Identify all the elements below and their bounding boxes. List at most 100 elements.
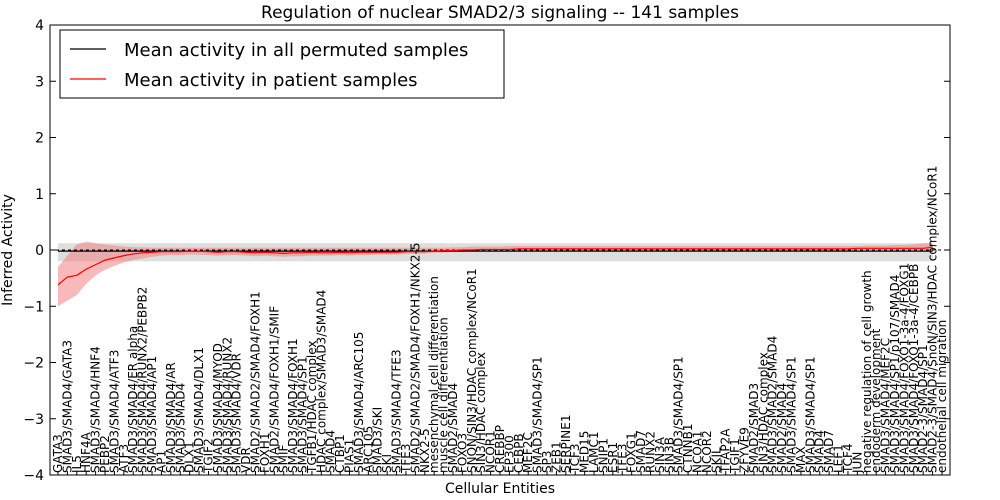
- x-category-label: ARC105: [361, 426, 375, 473]
- x-category-label: RUNX2: [643, 431, 657, 473]
- x-category-label: SKIL: [709, 447, 723, 473]
- x-category-label: SMAD3/SMAD4/FOXO1-3a-4/FOXG1: [897, 263, 911, 473]
- x-category-label: SMAD3/SMAD4/SP1/p107/SMAD4: [888, 275, 902, 473]
- x-category-label: ATF3: [117, 444, 131, 473]
- x-category-label: SIN3/HDAC complex: [474, 352, 488, 473]
- line-group: [57, 246, 933, 286]
- x-category-label: SMAD3/SMAD4/DLX1: [192, 347, 206, 473]
- y-tick-label: 0: [35, 243, 44, 259]
- x-category-label: endothelial cell migration: [935, 320, 949, 473]
- x-category-label: MED15: [578, 431, 592, 473]
- x-category-label: SMAD4: [324, 430, 338, 473]
- x-category-label: NCOR2: [700, 430, 714, 473]
- x-category-label: SMAD3/SMAD4/SP1: [803, 356, 817, 473]
- x-category-label: SERPINE1: [559, 414, 573, 473]
- x-category-label: DLX1: [183, 441, 197, 473]
- y-tick-label: −3: [23, 412, 44, 428]
- x-category-label: SMAD3/SMAD4: [173, 383, 187, 473]
- x-category-label: SMAD3/SMAD4/ARC105: [352, 332, 366, 473]
- x-category-label: LAMC1: [587, 431, 601, 473]
- chart-title: Regulation of nuclear SMAD2/3 signaling …: [261, 3, 739, 23]
- x-category-label: ZFYVE9: [738, 427, 752, 473]
- x-category-label: muscle cell differentiation: [437, 317, 451, 473]
- x-category-label: CREBBP: [493, 425, 507, 473]
- x-category-label: ESR1: [606, 442, 620, 473]
- x-category-label: SMAD3/SMAD4/SP1: [785, 356, 799, 473]
- x-category-label: TGIF2: [201, 438, 215, 474]
- legend-frame: [59, 29, 505, 99]
- x-category-label: SMAD3/SMAD4/ATF3: [107, 350, 121, 473]
- x-category-label: SMAD2-3/SMAD4/SP1: [916, 344, 930, 473]
- y-tick-label: 3: [35, 74, 44, 90]
- x-category-label: LEF1: [832, 444, 846, 473]
- legend-label-permuted: Mean activity in all permuted samples: [124, 40, 468, 61]
- x-category-label: CEBPB: [512, 433, 526, 473]
- x-category-label: SMAD2/SMAD4/FOXH1/SMIF: [267, 306, 281, 473]
- x-category-label: SMAD3/SMAD4/ER alpha: [126, 326, 140, 473]
- x-category-label: GATA3: [51, 434, 65, 473]
- x-category-label: FOXO3: [455, 433, 469, 473]
- y-tick-label: −4: [23, 468, 44, 484]
- x-category-label: SMAD2/SMAD2/SMAD4/FOXH1/NKX2-5: [408, 243, 422, 473]
- x-category-label: FOXG1: [625, 432, 639, 473]
- x-category-label: SMAD3/SMAD4/MEF2C: [879, 338, 893, 473]
- x-category-label: TGIF1: [728, 438, 742, 474]
- x-category-label: VDR: [239, 447, 253, 473]
- x-category-label: SIN3/HDAC complex: [756, 352, 770, 473]
- x-category-label: SMAD2/SMAD2/SMAD4/FOXH1: [248, 291, 262, 473]
- plot-frame: [49, 24, 951, 476]
- x-category-label: PIAS1: [343, 439, 357, 473]
- x-category-label: SMAD3/SMAD4/FOXH1: [286, 338, 300, 473]
- series-line-patient: [57, 246, 933, 286]
- x-category-label: TCF4: [841, 443, 855, 474]
- x-category-label: SMAD3/SMAD4/MYOD: [211, 343, 225, 473]
- x-category-label: SNON/SIN3/HDAC complex/NCoR1: [465, 268, 479, 473]
- x-category-label: SMAD7: [634, 430, 648, 473]
- x-category-label: AP1: [154, 450, 168, 473]
- x-category-label: NCOR1: [484, 430, 498, 473]
- x-category-label: FOXH1: [258, 433, 272, 473]
- x-category-label: HNF4A: [79, 431, 93, 473]
- x-category-label: mesenchymal cell differentiation: [427, 276, 441, 473]
- x-category-label: TFE3: [615, 444, 629, 474]
- x-category-label: MAX: [794, 446, 808, 473]
- y-tick-label: −2: [23, 356, 44, 372]
- x-category-label: SMAD3/SMAD4/SP1: [672, 356, 686, 473]
- x-category-label: SMAD3/SMAD4/TFE3: [390, 349, 404, 473]
- x-category-label: PEBP2: [98, 435, 112, 473]
- x-category-label: HDAC complex/SMAD3/SMAD4: [314, 290, 328, 473]
- x-category-label: SMAD3/SMAD4/SP1: [296, 356, 310, 473]
- y-axis-label: Inferred Activity: [0, 194, 16, 306]
- x-category-label: TCF3: [568, 443, 582, 474]
- x-category-label: SNIP1: [596, 438, 610, 473]
- x-category-label: SIN3B: [662, 437, 676, 473]
- x-category-label: SMAD3/SMAD4/FOXO1-3a-4/CEBPB: [907, 264, 921, 473]
- x-category-label: SMAD3/SMAD4/AP1: [145, 356, 159, 473]
- x-category-label: NCOA1: [690, 431, 704, 473]
- x-category-labels: GATA3SMAD3/SMAD4/GATA3IL5HNF4ASMAD3/SMAD…: [51, 166, 949, 475]
- x-category-label: SMAD3/SMAD4/AR: [164, 362, 178, 473]
- x-category-label: SMAD4: [813, 430, 827, 473]
- x-category-label: SMAD3/SKI: [371, 407, 385, 473]
- x-category-label: TFAP2A: [719, 428, 733, 474]
- x-category-label: SMAD2/SMAD3: [747, 383, 761, 473]
- x-category-label: negative regulation of cell growth: [860, 270, 874, 473]
- x-category-label: MEF2C: [521, 432, 535, 473]
- y-tick-label: 1: [35, 187, 44, 203]
- x-category-label: SMAD3/SMAD2/SMAD4: [766, 336, 780, 473]
- x-axis-label: Cellular Entities: [445, 481, 555, 497]
- x-category-label: SP3: [540, 451, 554, 474]
- x-category-label: SMAD3/SMAD4/RUNX2/PEBPB2: [136, 287, 150, 473]
- x-category-label: SMAD3/SMAD4/GATA3: [60, 340, 74, 473]
- x-category-label: SMAD7: [822, 430, 836, 473]
- x-category-label: TFE3: [399, 444, 413, 474]
- legend-label-patient: Mean activity in patient samples: [124, 70, 418, 91]
- y-tick-label: 2: [35, 131, 44, 147]
- x-category-label: JUN: [850, 452, 864, 474]
- x-category-label: SMAD2/SMAD4: [775, 383, 789, 473]
- x-category-label: NKX2-5: [418, 428, 432, 473]
- y-tick-label: 4: [35, 18, 44, 34]
- x-category-label: SMAD2-3/SMAD4/SnoN/SIN3/HDAC complex/NCo…: [926, 166, 940, 473]
